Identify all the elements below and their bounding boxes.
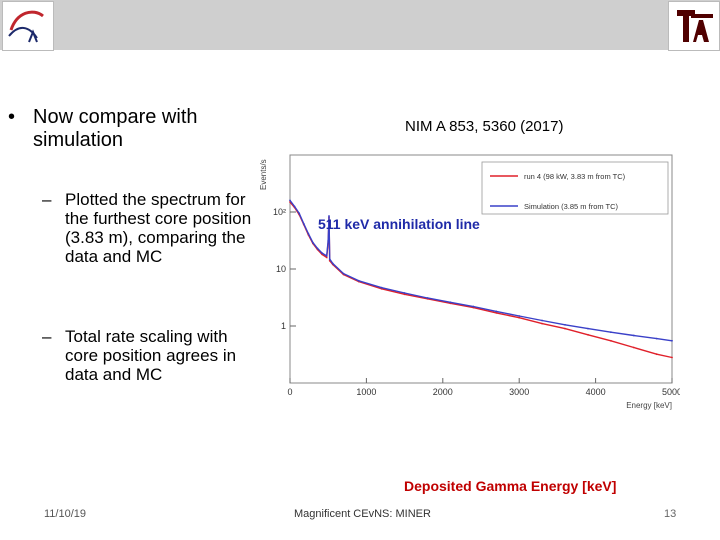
data-point <box>632 346 635 349</box>
footer-title: Magnificent CEvNS: MINER <box>294 508 431 520</box>
data-point <box>328 215 330 217</box>
data-point <box>671 356 673 359</box>
data-point <box>298 212 301 215</box>
data-point <box>321 252 323 254</box>
data-point <box>289 199 291 202</box>
data-point <box>302 222 305 225</box>
data-point <box>328 258 331 260</box>
data-point <box>426 297 429 299</box>
legend-entry: run 4 (98 kW, 3.83 m from TC) <box>524 172 626 181</box>
sub-bullet-glyph: – <box>42 327 52 346</box>
data-point <box>293 205 296 208</box>
data-point <box>325 255 328 257</box>
sub-bullet-text: Total rate scaling with core position ag… <box>65 327 237 384</box>
x-axis-caption: Deposited Gamma Energy [keV] <box>404 478 617 494</box>
x-tick-label: 4000 <box>586 387 606 397</box>
data-point <box>403 292 406 294</box>
data-point <box>449 301 452 304</box>
data-point <box>312 241 314 244</box>
data-point <box>316 247 319 250</box>
data-point <box>610 331 612 334</box>
sub-bullet-text: Plotted the spectrum for the furthest co… <box>65 190 252 266</box>
data-point <box>587 327 589 330</box>
x-tick-label: 0 <box>287 387 292 397</box>
institution-logo-left <box>2 1 54 51</box>
header-bar <box>0 0 720 51</box>
data-point <box>495 310 498 313</box>
x-tick-label: 2000 <box>433 387 453 397</box>
y-tick-label: 1 <box>281 321 286 331</box>
x-axis-label: Energy [keV] <box>626 401 672 410</box>
y-tick-label: 10 <box>276 264 286 274</box>
legend-entry: Simulation (3.85 m from TC) <box>524 202 619 211</box>
spectrum-plot: 0 1000 2000 3000 4000 5000 1 10 10² run 4 (98 kW… <box>259 154 682 410</box>
data-point <box>331 262 334 265</box>
data-point <box>495 312 498 314</box>
data-point <box>472 305 475 308</box>
tamu-logo <box>668 1 720 51</box>
footer-date: 11/10/19 <box>44 508 87 520</box>
reference-citation: NIM A 853, 5360 (2017) <box>405 118 564 135</box>
data-point <box>357 279 360 282</box>
data-point <box>632 334 635 337</box>
y-axis-label: Events/s <box>260 159 268 190</box>
data-point <box>518 316 521 319</box>
data-point <box>564 327 566 330</box>
annihilation-line-annotation: 511 keV annihilation line <box>318 216 480 232</box>
data-point <box>403 293 406 296</box>
data-point <box>342 272 345 275</box>
data-point <box>541 319 543 322</box>
x-tick-label: 5000 <box>662 387 680 397</box>
data-point <box>671 339 673 342</box>
data-point <box>541 322 543 325</box>
sub-bullet-glyph: – <box>42 190 52 209</box>
data-point <box>307 232 310 235</box>
x-tick-label: 3000 <box>509 387 529 397</box>
data-point <box>518 315 521 317</box>
data-point <box>587 333 589 336</box>
data-point <box>380 286 383 289</box>
page-number: 13 <box>664 508 677 520</box>
bullet-glyph: • <box>8 106 16 128</box>
main-bullet-text: Now compare with simulation <box>33 106 198 151</box>
data-point <box>655 353 658 356</box>
y-tick-label: 10² <box>273 207 286 217</box>
data-point <box>610 339 612 342</box>
data-point <box>564 323 566 326</box>
x-tick-label: 1000 <box>356 387 376 397</box>
spectrum-chart: 0 1000 2000 3000 4000 5000 1 10 10² run 4 (98 kW… <box>259 150 682 415</box>
data-point <box>655 337 658 340</box>
data-point <box>327 239 330 242</box>
